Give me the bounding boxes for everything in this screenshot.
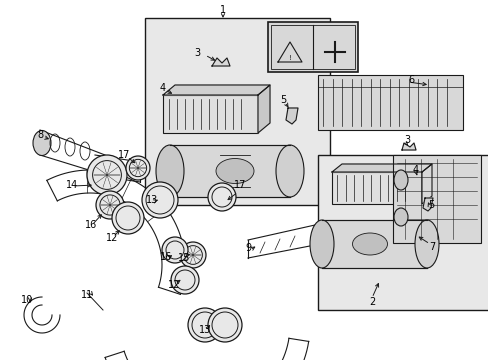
Ellipse shape (112, 202, 143, 234)
Bar (317, 155, 488, 310)
Polygon shape (422, 198, 432, 211)
Polygon shape (331, 164, 431, 172)
Bar (331, 172, 421, 204)
Ellipse shape (33, 130, 51, 156)
Polygon shape (401, 143, 415, 150)
Polygon shape (258, 85, 269, 133)
Ellipse shape (309, 220, 333, 268)
Ellipse shape (156, 145, 183, 197)
Text: 15: 15 (178, 253, 190, 263)
Bar (392, 155, 480, 243)
Text: 9: 9 (244, 243, 250, 253)
Ellipse shape (187, 308, 222, 342)
Ellipse shape (393, 170, 407, 190)
Ellipse shape (207, 308, 242, 342)
Text: 2: 2 (368, 297, 374, 307)
Text: 8: 8 (37, 130, 43, 140)
Text: 4: 4 (160, 83, 166, 93)
Ellipse shape (393, 208, 407, 226)
Polygon shape (421, 164, 431, 204)
Text: 16: 16 (85, 220, 97, 230)
Text: 13: 13 (199, 325, 211, 335)
Ellipse shape (126, 156, 150, 180)
Polygon shape (212, 58, 229, 66)
Bar (317, 75, 462, 130)
Text: 3: 3 (194, 48, 200, 58)
Bar (267, 22, 357, 72)
Ellipse shape (207, 183, 236, 211)
Text: 4: 4 (412, 165, 418, 175)
Text: 12: 12 (167, 280, 180, 290)
Text: 7: 7 (428, 242, 434, 252)
Text: 12: 12 (105, 233, 118, 243)
Text: 17: 17 (233, 180, 245, 190)
Text: 6: 6 (407, 75, 413, 85)
Ellipse shape (171, 266, 199, 294)
Polygon shape (163, 85, 269, 95)
Text: !: ! (288, 55, 291, 61)
Text: 5: 5 (427, 200, 433, 210)
Text: 3: 3 (403, 135, 409, 145)
Text: 10: 10 (21, 295, 33, 305)
Ellipse shape (414, 220, 438, 268)
Text: 13: 13 (145, 195, 158, 205)
Text: 1: 1 (220, 5, 225, 15)
Bar (163, 95, 258, 133)
Ellipse shape (87, 155, 127, 195)
Text: 5: 5 (279, 95, 285, 105)
Ellipse shape (96, 191, 124, 219)
Ellipse shape (162, 237, 187, 263)
Ellipse shape (142, 182, 178, 218)
Text: 14: 14 (66, 180, 78, 190)
Ellipse shape (275, 145, 304, 197)
Text: 16: 16 (160, 252, 172, 262)
Text: 11: 11 (81, 290, 93, 300)
Bar (145, 18, 329, 205)
Ellipse shape (216, 158, 253, 184)
Bar (170, 145, 289, 197)
Ellipse shape (180, 242, 205, 268)
Bar (321, 220, 426, 268)
Ellipse shape (352, 233, 386, 255)
Text: 17: 17 (118, 150, 130, 160)
Polygon shape (285, 108, 297, 124)
Bar (270, 25, 354, 69)
